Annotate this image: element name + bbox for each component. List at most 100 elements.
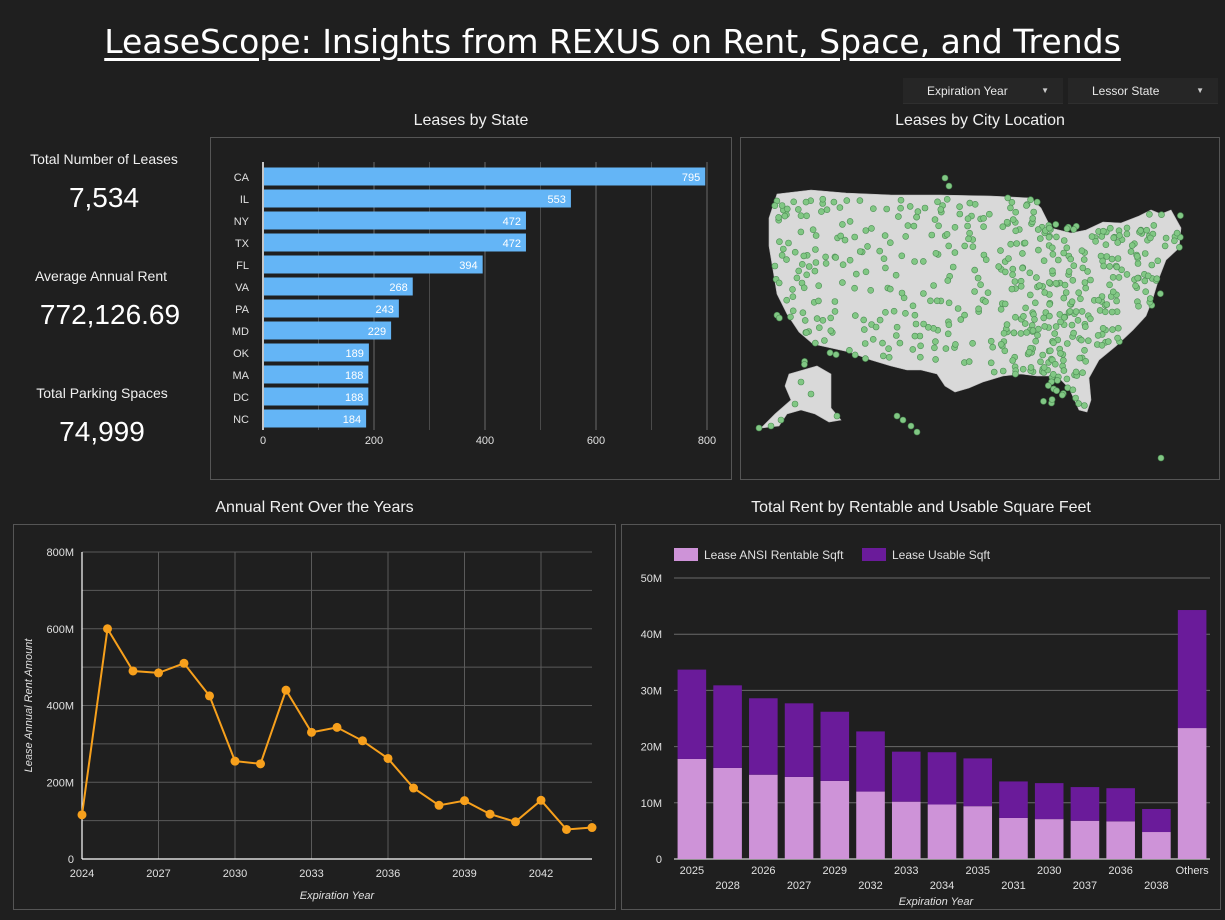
location-dot	[1023, 329, 1031, 336]
location-dot	[1056, 311, 1064, 318]
location-dot	[1060, 294, 1068, 302]
location-dot	[791, 248, 799, 256]
location-dot	[1057, 318, 1064, 326]
bar-usable	[713, 685, 742, 768]
location-dot	[830, 198, 838, 206]
location-dot	[856, 248, 864, 255]
location-dot	[952, 341, 959, 348]
location-dot	[1063, 244, 1071, 252]
location-dot	[1041, 323, 1049, 330]
location-dot	[997, 341, 1005, 348]
bar	[264, 277, 413, 296]
legend-swatch	[674, 548, 698, 561]
location-dot	[890, 307, 898, 315]
location-dot	[789, 307, 797, 315]
bar	[264, 189, 571, 208]
location-dot	[882, 309, 889, 316]
location-dot	[935, 222, 942, 230]
location-dot	[1143, 226, 1151, 234]
location-dot	[1040, 397, 1047, 405]
x-tick-label: 2033	[299, 868, 323, 880]
y-tick-label: 400M	[46, 701, 74, 713]
annual-rent-panel: 0 200M 400M 600M 800M 2024 2027 2030 2033 2036 203…	[13, 524, 616, 910]
location-dot	[789, 293, 797, 300]
lessor-state-filter[interactable]: Lessor State ▼	[1068, 78, 1218, 104]
expiration-year-filter[interactable]: Expiration Year ▼	[903, 78, 1063, 104]
location-dot	[1098, 342, 1106, 349]
location-dot	[1084, 268, 1091, 275]
location-dot	[1021, 239, 1029, 247]
data-point	[562, 824, 571, 834]
y-tick-label: 50M	[641, 573, 662, 585]
location-dot	[1022, 304, 1029, 312]
location-dot	[893, 332, 900, 339]
y-tick-label: OK	[233, 348, 250, 360]
location-dot	[827, 327, 835, 334]
location-dot	[1123, 224, 1131, 232]
x-tick-label: 2033	[894, 865, 918, 877]
leases-by-state-chart: 0 200 400 600 800 CA 795 IL 553 NY 472 TX 472 FL 394 VA…	[232, 162, 716, 447]
location-dot	[831, 308, 839, 315]
location-dot	[909, 346, 917, 353]
y-tick-label: 20M	[641, 742, 662, 754]
y-tick-label: IL	[240, 194, 249, 206]
location-dot	[776, 238, 783, 245]
location-dot	[961, 311, 968, 319]
location-dot	[1057, 350, 1064, 357]
location-dot	[893, 323, 901, 331]
location-dot	[1050, 339, 1057, 347]
location-dot	[892, 271, 900, 279]
x-tick-label: 2038	[1144, 880, 1168, 892]
location-dot	[1063, 375, 1071, 383]
location-dot	[1066, 308, 1074, 315]
location-dot	[868, 225, 875, 232]
location-dot	[1099, 227, 1107, 235]
location-dot	[1029, 215, 1037, 222]
data-label: 553	[548, 194, 566, 206]
location-dot	[771, 262, 779, 270]
location-dot	[1176, 244, 1183, 251]
location-dot	[984, 289, 992, 296]
location-dot	[1084, 337, 1092, 344]
location-dot	[1034, 331, 1041, 339]
location-dot	[1173, 229, 1181, 237]
location-dot	[882, 264, 889, 272]
location-dot	[831, 298, 839, 305]
leases-by-state-title: Leases by State	[413, 112, 529, 129]
data-label: 394	[459, 260, 477, 272]
bar-usable	[1070, 787, 1100, 821]
location-dot	[1052, 323, 1060, 330]
location-dot	[1032, 337, 1040, 345]
y-tick-label: 10M	[641, 798, 662, 810]
location-dot	[1128, 242, 1136, 249]
location-dot	[1021, 320, 1029, 327]
data-label: 188	[345, 392, 363, 404]
location-dot	[1017, 283, 1025, 290]
location-dot	[897, 196, 905, 204]
location-dot	[775, 214, 782, 221]
location-dot	[1012, 208, 1020, 216]
location-dot	[961, 242, 968, 250]
x-tick-label: 2034	[930, 880, 954, 892]
us-map[interactable]	[741, 138, 1219, 479]
location-dot	[1072, 308, 1080, 315]
x-tick-label: 600	[587, 435, 605, 447]
location-dot	[887, 239, 894, 246]
location-dot	[795, 267, 803, 275]
location-dot	[1109, 326, 1116, 333]
data-point	[587, 823, 597, 833]
location-dot	[1019, 365, 1027, 373]
location-dot	[1113, 263, 1121, 271]
location-dot	[1080, 256, 1088, 263]
location-dot	[1001, 300, 1009, 308]
x-tick-label: 200	[365, 435, 383, 447]
bar	[264, 167, 706, 186]
bar-ansi-rentable	[677, 758, 707, 859]
location-dot	[969, 340, 976, 347]
location-dot	[1134, 260, 1142, 267]
location-dot	[899, 416, 907, 424]
location-dot	[864, 243, 871, 250]
location-dot	[1114, 334, 1121, 342]
x-tick-label: Others	[1176, 865, 1210, 877]
location-dot	[1031, 299, 1039, 307]
